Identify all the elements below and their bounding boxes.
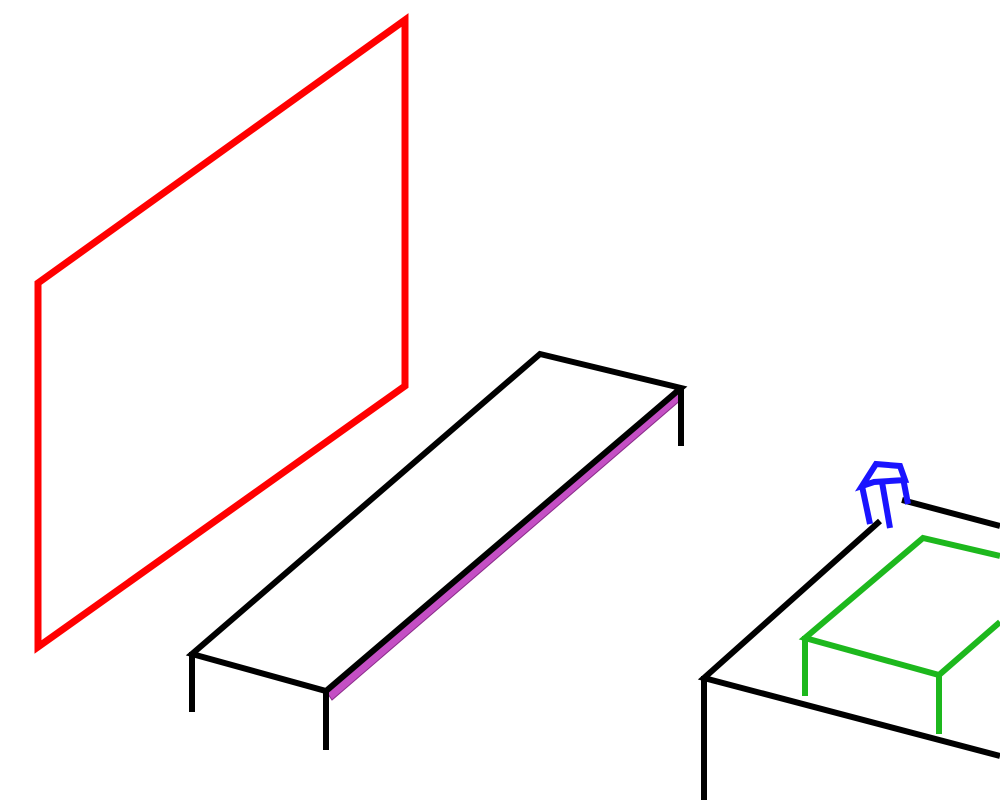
green-box (798, 534, 1000, 734)
chair-seat (854, 460, 910, 492)
table-top (185, 350, 688, 695)
chair-leg-front (879, 481, 893, 529)
chair-leg-back (859, 485, 873, 525)
cabinet-top-edges (697, 518, 1000, 759)
long-table (185, 350, 688, 750)
chair-icon (854, 460, 911, 529)
rug-outline (34, 13, 409, 654)
chair-leg-right (900, 477, 911, 505)
cabinet-back-edge (901, 497, 1000, 529)
cabinet-block (697, 497, 1000, 800)
